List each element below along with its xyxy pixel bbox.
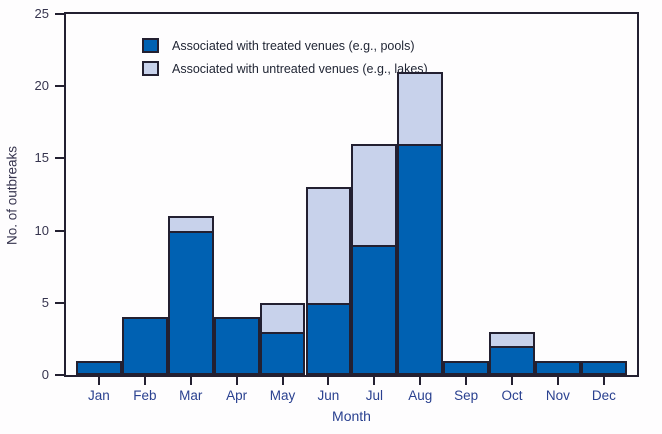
x-tick-label-oct: Oct bbox=[501, 388, 523, 403]
x-tick-label-jul: Jul bbox=[365, 388, 383, 403]
legend-row-untreated: Associated with untreated venues (e.g., … bbox=[142, 60, 428, 77]
x-tick-aug bbox=[419, 377, 422, 385]
bar-oct-untreated bbox=[489, 331, 535, 349]
x-axis-title: Month bbox=[332, 408, 371, 424]
x-tick-feb bbox=[143, 377, 146, 385]
x-tick-label-mar: Mar bbox=[179, 388, 203, 403]
bar-aug-untreated bbox=[397, 71, 444, 146]
y-tick-0 bbox=[55, 374, 64, 376]
x-tick-jul bbox=[373, 377, 376, 385]
x-tick-jan bbox=[97, 377, 100, 385]
x-tick-mar bbox=[189, 377, 192, 385]
legend-row-treated: Associated with treated venues (e.g., po… bbox=[142, 37, 428, 54]
bar-may-treated bbox=[259, 331, 306, 375]
x-tick-label-aug: Aug bbox=[408, 388, 433, 403]
bar-jul-untreated bbox=[351, 143, 398, 248]
x-tick-nov bbox=[556, 377, 559, 385]
legend-label-treated: Associated with treated venues (e.g., po… bbox=[172, 38, 415, 53]
bar-jan-treated bbox=[76, 360, 122, 375]
bar-jul-treated bbox=[351, 245, 398, 375]
y-tick-label-25: 25 bbox=[34, 6, 49, 21]
x-tick-label-jun: Jun bbox=[317, 388, 340, 403]
y-tick-5 bbox=[55, 301, 64, 304]
bar-nov-treated bbox=[535, 360, 581, 375]
x-tick-label-feb: Feb bbox=[133, 388, 157, 403]
y-tick-label-0: 0 bbox=[41, 367, 49, 382]
bar-apr-treated bbox=[213, 317, 260, 375]
bar-dec-treated bbox=[580, 360, 627, 375]
bar-jun-untreated bbox=[305, 187, 352, 305]
legend-label-untreated: Associated with untreated venues (e.g., … bbox=[172, 61, 428, 76]
x-tick-label-may: May bbox=[269, 388, 296, 403]
y-tick-label-20: 20 bbox=[34, 78, 49, 94]
x-tick-oct bbox=[511, 377, 514, 385]
x-tick-label-sep: Sep bbox=[454, 388, 479, 403]
y-tick-15 bbox=[55, 157, 64, 160]
y-tick-10 bbox=[55, 229, 64, 232]
x-tick-may bbox=[281, 377, 284, 385]
legend: Associated with treated venues (e.g., po… bbox=[142, 37, 428, 83]
treated-venues-swatch-icon bbox=[142, 38, 159, 53]
bar-may-untreated bbox=[259, 302, 306, 334]
bar-aug-treated bbox=[397, 143, 444, 375]
bar-feb-treated bbox=[121, 317, 168, 375]
x-tick-label-apr: Apr bbox=[226, 388, 248, 403]
untreated-venues-swatch-icon bbox=[142, 61, 159, 76]
y-axis-title: No. of outbreaks bbox=[4, 145, 20, 246]
x-tick-sep bbox=[465, 377, 468, 385]
bar-oct-treated bbox=[489, 346, 535, 375]
x-tick-label-dec: Dec bbox=[591, 388, 616, 403]
x-tick-label-nov: Nov bbox=[545, 388, 570, 403]
bar-mar-treated bbox=[167, 230, 214, 375]
x-tick-dec bbox=[602, 377, 605, 385]
x-tick-jun bbox=[327, 377, 330, 385]
y-tick-label-15: 15 bbox=[34, 150, 49, 166]
y-tick-label-10: 10 bbox=[34, 222, 49, 238]
y-tick-20 bbox=[55, 85, 64, 88]
x-tick-label-jan: Jan bbox=[88, 388, 110, 403]
bar-sep-treated bbox=[443, 360, 490, 375]
bar-mar-untreated bbox=[167, 216, 214, 233]
y-tick-label-5: 5 bbox=[41, 294, 49, 310]
x-tick-apr bbox=[235, 377, 238, 385]
y-tick-25 bbox=[55, 13, 64, 15]
plot-area: Associated with treated venues (e.g., po… bbox=[64, 12, 639, 377]
bar-jun-treated bbox=[305, 302, 352, 375]
